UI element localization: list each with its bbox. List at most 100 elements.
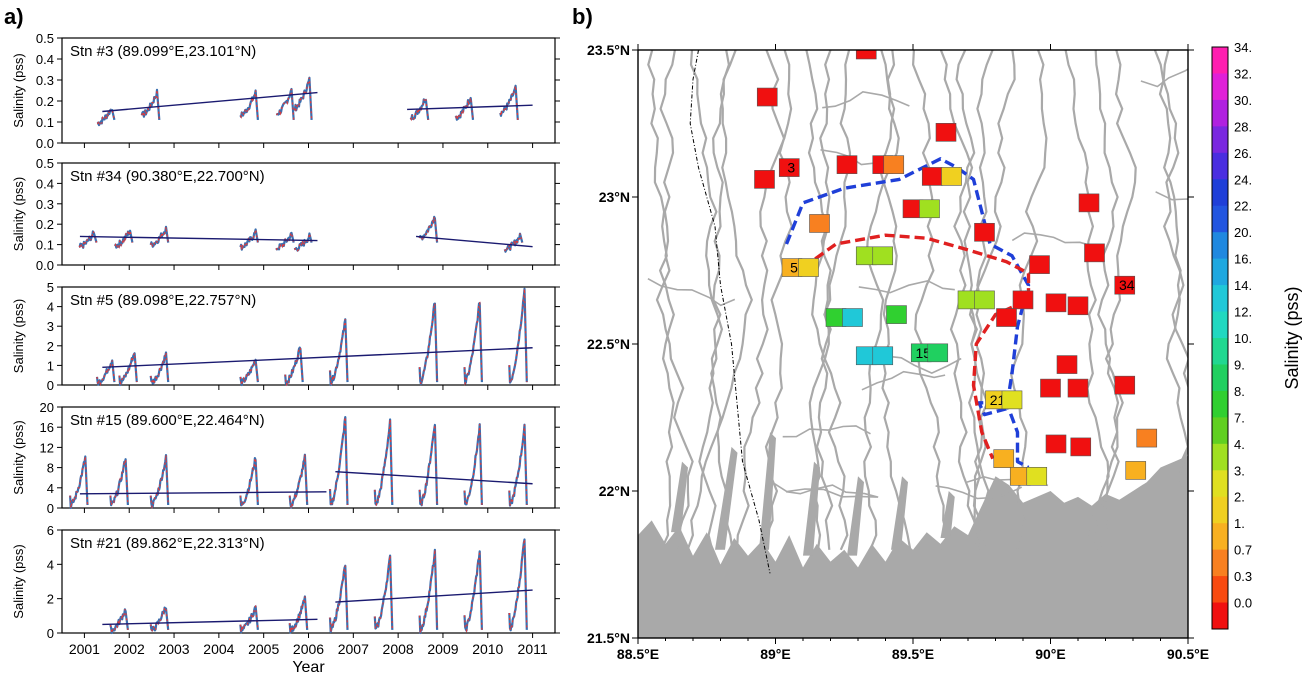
smoothed-salinity-dots: [329, 416, 349, 506]
river-line: [815, 50, 852, 550]
station-label: 21: [990, 392, 1006, 408]
river-channel: [858, 279, 955, 294]
colorbar-swatch: [1212, 73, 1228, 101]
river-line: [863, 50, 896, 551]
colorbar-swatch: [1212, 470, 1228, 498]
station-marker: [798, 258, 819, 277]
colorbar-level-label: 12.: [1234, 305, 1252, 320]
trend-line: [102, 91, 318, 113]
river-line: [655, 50, 694, 550]
river-line: [911, 50, 949, 551]
river-channel: [935, 485, 1023, 500]
x-tick-label: 2010: [472, 641, 503, 657]
x-tick-label: 90.5°E: [1167, 646, 1209, 662]
station-marker: [941, 167, 962, 186]
station-marker: [886, 305, 907, 324]
smoothed-salinity-dots: [463, 424, 483, 506]
river-line: [686, 50, 753, 551]
colorbar-swatch: [1212, 523, 1228, 551]
panel-a-label: a): [4, 4, 24, 29]
smoothed-salinity-dots: [418, 302, 438, 387]
y-tick-label: 0.5: [36, 31, 54, 46]
river-channel: [774, 483, 877, 498]
y-tick-label: 0.3: [36, 197, 54, 212]
station-marker: [919, 199, 940, 219]
y-tick-label: 0: [47, 501, 54, 516]
station-marker: [809, 214, 830, 233]
trend-line: [79, 235, 318, 242]
colorbar-swatch: [1212, 285, 1228, 313]
station-marker: [756, 87, 778, 107]
river-channel: [782, 425, 871, 438]
y-axis-label: Salinity (pss): [11, 299, 26, 373]
smoothed-salinity-dots: [275, 231, 295, 251]
y-tick-label: 22.5°N: [587, 336, 630, 352]
plot-frame: [61, 406, 556, 509]
observed-salinity-line: [293, 76, 313, 120]
station-marker: [1067, 378, 1089, 398]
y-tick-label: 0.4: [36, 52, 54, 67]
smoothed-salinity-dots: [276, 88, 295, 120]
trend-line: [102, 347, 533, 369]
colorbar-level-label: 26.: [1234, 146, 1252, 161]
smoothed-salinity-dots: [284, 346, 304, 387]
station-marker: [921, 167, 943, 186]
y-tick-label: 4: [47, 557, 54, 572]
y-tick-label: 2: [47, 592, 54, 607]
smoothed-salinity-dots: [463, 551, 483, 633]
y-tick-label: 16: [40, 420, 54, 435]
smoothed-salinity-dots: [118, 351, 138, 386]
smoothed-salinity-dots: [410, 98, 429, 122]
colorbar-swatch: [1212, 205, 1228, 233]
colorbar-swatch: [1212, 364, 1228, 392]
smoothed-salinity-dots: [114, 228, 134, 250]
colorbar-level-label: 10.: [1234, 331, 1252, 346]
station-marker: [754, 170, 775, 189]
y-tick-label: 23°N: [599, 189, 630, 205]
timeseries-subplot-4: 0 4 8 12 16 20 Salinity (pss) Stn #15 (89.600°E…: [11, 400, 560, 516]
colorbar-swatch: [1212, 232, 1228, 260]
station-marker: [872, 346, 894, 366]
smoothed-salinity-dots: [109, 609, 129, 634]
station-marker: [927, 343, 949, 363]
smoothed-salinity-dots: [293, 233, 313, 252]
observed-salinity-line: [328, 318, 349, 387]
smoothed-salinity-dots: [239, 457, 259, 507]
timeseries-subplot-5: 0 2 4 6 Salinity (pss) Stn #21 (89.862°E,22.3…: [11, 523, 560, 676]
smoothed-salinity-dots: [418, 549, 438, 634]
subplot-title: Stn #15 (89.600°E,22.464°N): [70, 412, 265, 429]
y-tick-label: 0.1: [36, 238, 54, 253]
colorbar-swatch: [1212, 549, 1228, 577]
trend-line: [79, 491, 327, 495]
station-marker: [1029, 255, 1050, 274]
colorbar-level-label: 28.: [1234, 119, 1252, 134]
smoothed-salinity-dots: [508, 424, 528, 506]
station-marker: [1040, 378, 1061, 398]
river-line: [736, 50, 793, 550]
river-channel: [1155, 191, 1188, 201]
station-marker: [1136, 428, 1158, 448]
y-tick-label: 0.5: [36, 156, 54, 171]
x-tick-label: 2008: [383, 641, 414, 657]
colorbar-swatch: [1212, 496, 1228, 524]
river-channel: [822, 90, 910, 109]
station-marker: [1001, 390, 1023, 410]
smoothed-salinity-dots: [96, 360, 116, 387]
x-tick-label: 89.5°E: [892, 646, 934, 662]
station-marker: [1045, 434, 1067, 454]
y-tick-label: 0.0: [36, 136, 54, 151]
smoothed-salinity-dots: [508, 288, 528, 385]
colorbar-level-label: 16.: [1234, 252, 1252, 267]
sea-area: [638, 455, 1188, 638]
colorbar-swatch: [1212, 417, 1228, 445]
plot-frame: [61, 529, 556, 634]
smoothed-salinity-dots: [454, 97, 474, 123]
station-marker: [1125, 461, 1147, 480]
station-marker: [1026, 466, 1048, 486]
station-marker: [778, 158, 800, 177]
y-tick-label: 23.5°N: [587, 42, 630, 58]
red-salinity-contour: [802, 233, 1031, 460]
colorbar-level-label: 24.: [1234, 172, 1252, 187]
smoothed-salinity-dots: [239, 90, 259, 120]
